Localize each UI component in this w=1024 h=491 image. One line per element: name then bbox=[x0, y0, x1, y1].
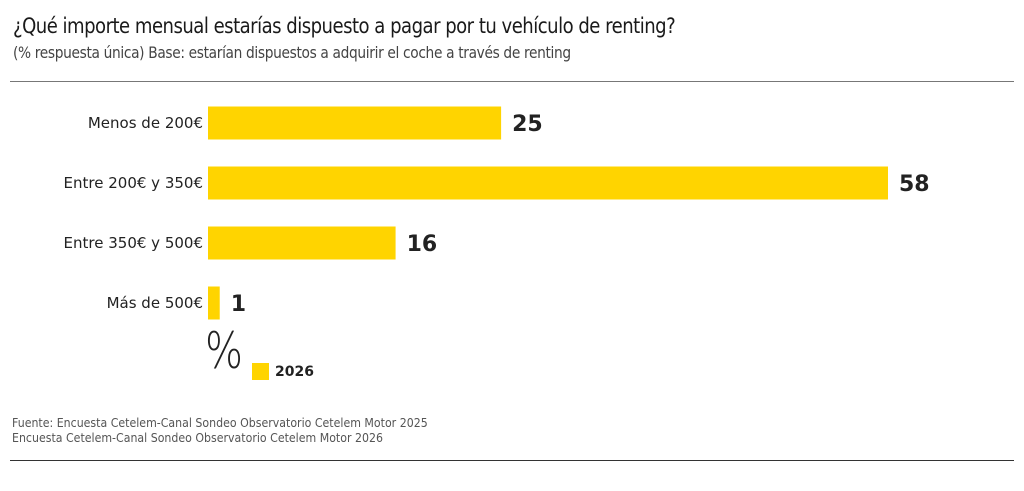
category-label: Más de 500€ bbox=[107, 294, 203, 312]
chart-title: ¿Qué importe mensual estarías dispuesto … bbox=[13, 14, 676, 38]
value-label: 25 bbox=[512, 112, 543, 137]
category-label: Entre 200€ y 350€ bbox=[64, 174, 203, 192]
bar bbox=[208, 286, 220, 320]
bar bbox=[208, 106, 502, 140]
bottom-divider bbox=[10, 460, 1014, 461]
legend: 2026 bbox=[252, 363, 314, 380]
legend-label-2026: 2026 bbox=[275, 363, 314, 380]
source-line-2: Encuesta Cetelem-Canal Sondeo Observator… bbox=[12, 430, 383, 445]
value-label: 16 bbox=[407, 232, 438, 257]
bar-chart: Menos de 200€ 25 Entre 200€ y 350€ 58 Entre … bbox=[64, 106, 930, 320]
chart-subtitle: (% respuesta única) Base: estarían dispu… bbox=[13, 43, 571, 62]
source-line-1: Fuente: Encuesta Cetelem-Canal Sondeo Ob… bbox=[12, 415, 428, 430]
top-divider bbox=[10, 81, 1014, 82]
category-label: Entre 350€ y 500€ bbox=[64, 234, 203, 252]
legend-swatch-2026 bbox=[252, 363, 269, 380]
percent-unit-symbol: % bbox=[205, 322, 244, 380]
category-label: Menos de 200€ bbox=[88, 114, 203, 132]
bar bbox=[208, 226, 396, 260]
value-label: 1 bbox=[231, 292, 246, 317]
source-note: Fuente: Encuesta Cetelem-Canal Sondeo Ob… bbox=[12, 415, 428, 445]
bar bbox=[208, 166, 888, 200]
value-label: 58 bbox=[899, 172, 930, 197]
